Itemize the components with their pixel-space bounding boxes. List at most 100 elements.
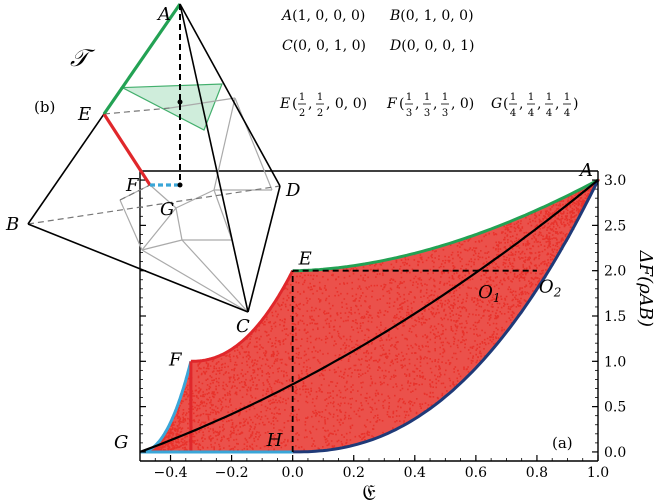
svg-text:,: , bbox=[519, 96, 523, 112]
point-label-g: G bbox=[114, 432, 128, 453]
vertex-coordinates: A(1, 0, 0, 0) B(0, 1, 0, 0) C(0, 0, 1, 0) D… bbox=[279, 8, 578, 119]
vertex-label-g: G bbox=[160, 199, 174, 220]
y-tick-label: 2.5 bbox=[604, 218, 626, 234]
y-tick-label: 1.5 bbox=[604, 309, 626, 325]
point-label-a: A bbox=[578, 160, 593, 181]
point-label-f: F bbox=[168, 349, 183, 370]
svg-text:F: F bbox=[386, 96, 398, 112]
tetrahedron-inset: A B C D E FG 𝒯 (b) bbox=[5, 3, 301, 337]
path-ef bbox=[102, 113, 152, 186]
svg-text:1: 1 bbox=[299, 92, 305, 103]
path-green-inner bbox=[103, 87, 124, 115]
vertex-label-e: E bbox=[77, 104, 91, 125]
tick-labels: −0.4 −0.2 0.0 0.2 0.4 0.6 0.8 1.0 0.0 0.5 1.0 1.5 2.… bbox=[154, 173, 627, 481]
x-tick-label: −0.4 bbox=[154, 465, 188, 481]
svg-text:,: , bbox=[537, 96, 541, 112]
point-label-o2: O2 bbox=[539, 277, 561, 300]
panel-a-label: (a) bbox=[552, 434, 573, 452]
svg-text:,: , bbox=[415, 96, 419, 112]
x-axis-label: 𝔈 bbox=[362, 481, 376, 504]
plot-a: −0.4 −0.2 0.0 0.2 0.4 0.6 0.8 1.0 0.0 0.5 1.0 1.5 2.… bbox=[114, 160, 656, 504]
coord-c: C(0, 0, 1, 0) bbox=[282, 38, 366, 54]
inner-edge bbox=[213, 97, 236, 191]
curve-middle bbox=[139, 179, 599, 453]
x-tick-label: 1.0 bbox=[587, 465, 609, 481]
svg-text:,: , bbox=[555, 96, 559, 112]
svg-text:3: 3 bbox=[406, 108, 412, 119]
curve-ea bbox=[292, 178, 599, 273]
point-label-e: E bbox=[298, 249, 312, 270]
svg-text:(: ( bbox=[292, 96, 297, 112]
svg-text:2: 2 bbox=[299, 108, 305, 119]
coord-e: E(12, 12, 0, 0) bbox=[279, 92, 367, 119]
svg-text:1: 1 bbox=[510, 92, 516, 103]
svg-text:1: 1 bbox=[424, 92, 430, 103]
inner-edge bbox=[141, 207, 177, 251]
svg-text:,: , bbox=[308, 96, 312, 112]
svg-text:1: 1 bbox=[317, 92, 323, 103]
hidden-edge bbox=[103, 107, 171, 115]
edge-ad bbox=[179, 3, 281, 187]
dot-g bbox=[177, 182, 183, 188]
inner-edge bbox=[141, 249, 249, 313]
svg-text:(: ( bbox=[399, 96, 404, 112]
x-tick-label: −0.2 bbox=[215, 465, 249, 481]
svg-text:4: 4 bbox=[564, 108, 570, 119]
svg-text:4: 4 bbox=[528, 108, 534, 119]
inner-dot bbox=[177, 99, 183, 105]
tetrahedron-title: 𝒯 bbox=[70, 44, 96, 72]
svg-text:4: 4 bbox=[546, 108, 552, 119]
svg-text:,: , bbox=[433, 96, 437, 112]
inner-edge bbox=[141, 239, 183, 251]
curve-fe bbox=[190, 270, 295, 363]
svg-text:4: 4 bbox=[510, 108, 516, 119]
curve-ha bbox=[292, 179, 600, 454]
svg-text:2: 2 bbox=[317, 108, 323, 119]
hidden-edge bbox=[119, 184, 151, 201]
vertex-label-f: F bbox=[125, 175, 140, 196]
y-tick-label: 2.0 bbox=[604, 264, 626, 280]
svg-text:, 0): , 0) bbox=[451, 96, 474, 112]
coord-b: B(0, 1, 0, 0) bbox=[389, 8, 474, 24]
panel-b-label: (b) bbox=[34, 98, 55, 116]
y-tick-label: 1.0 bbox=[604, 354, 626, 370]
coord-f: F(13, 13, 13, 0) bbox=[386, 92, 474, 119]
coord-g: G(14, 14, 14, 14) bbox=[491, 92, 578, 119]
svg-text:1: 1 bbox=[528, 92, 534, 103]
svg-text:, 0, 0): , 0, 0) bbox=[326, 96, 367, 112]
svg-text:E: E bbox=[279, 96, 290, 112]
tetrahedron-vertex-labels: A B C D E FG bbox=[5, 4, 301, 337]
coord-a: A(1, 0, 0, 0) bbox=[280, 8, 365, 24]
vertex-label-d: D bbox=[285, 180, 301, 201]
y-tick-label: 0.0 bbox=[604, 445, 626, 461]
svg-text:1: 1 bbox=[564, 92, 570, 103]
scatter-cloud bbox=[140, 179, 600, 453]
svg-text:3: 3 bbox=[424, 108, 430, 119]
y-tick-label: 3.0 bbox=[604, 173, 626, 189]
svg-text:1: 1 bbox=[546, 92, 552, 103]
y-tick-label: 0.5 bbox=[604, 400, 626, 416]
boundary-curves bbox=[139, 178, 600, 454]
coord-d: D(0, 0, 0, 1) bbox=[389, 38, 475, 54]
x-tick-label: 0.0 bbox=[282, 465, 304, 481]
x-tick-label: 0.8 bbox=[526, 465, 548, 481]
svg-text:3: 3 bbox=[442, 108, 448, 119]
inner-edge bbox=[175, 207, 183, 241]
inner-edge bbox=[181, 239, 249, 313]
svg-text:G: G bbox=[491, 96, 502, 112]
inner-edge bbox=[213, 189, 233, 241]
inner-edge bbox=[175, 189, 215, 209]
point-label-h: H bbox=[266, 430, 283, 451]
svg-text:(: ( bbox=[503, 96, 508, 112]
vertex-label-b: B bbox=[5, 214, 19, 235]
svg-text:1: 1 bbox=[442, 92, 448, 103]
inner-edge bbox=[234, 97, 273, 191]
x-tick-label: 0.6 bbox=[465, 465, 487, 481]
y-axis-label: ΔF(ρAB) bbox=[635, 250, 656, 327]
edge-cd bbox=[247, 185, 281, 313]
shaded-triangle bbox=[119, 83, 223, 131]
x-tick-label: 0.2 bbox=[343, 465, 365, 481]
vertex-label-c: C bbox=[236, 316, 250, 337]
edge-bc bbox=[27, 223, 249, 313]
